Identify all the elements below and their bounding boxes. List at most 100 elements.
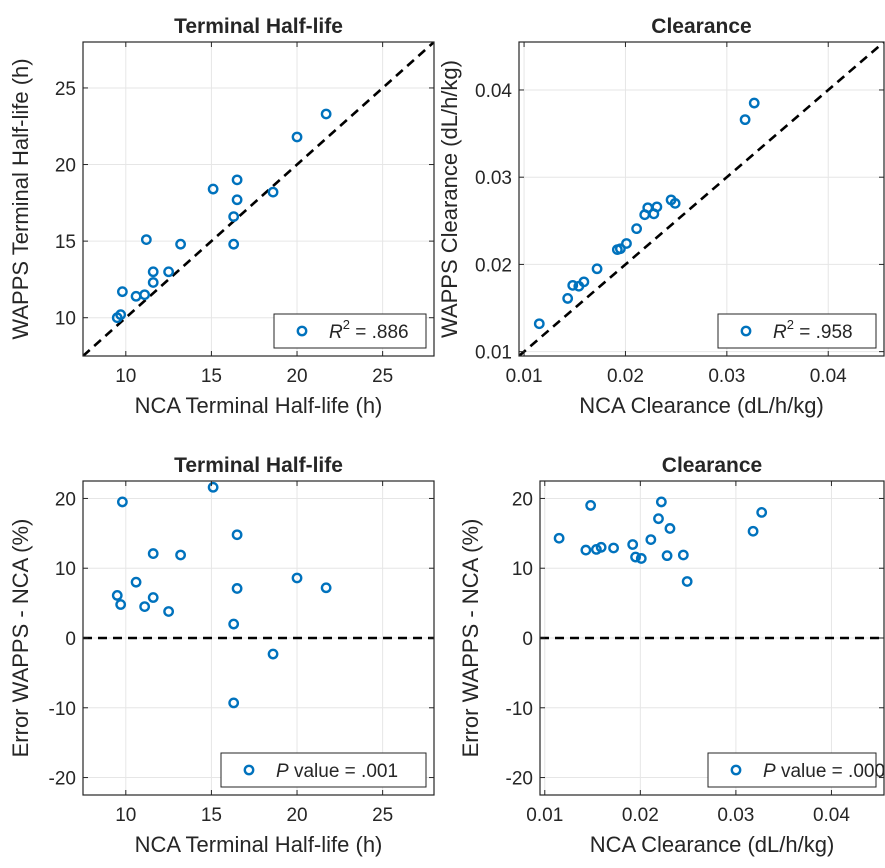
legend-marker — [296, 325, 308, 337]
data-point — [116, 286, 128, 298]
data-point — [627, 539, 639, 550]
data-point — [595, 541, 607, 553]
data-point — [147, 266, 159, 278]
y-tick-label: -10 — [506, 699, 533, 720]
data-point — [175, 549, 186, 561]
data-point — [320, 582, 332, 594]
x-axis-label: NCA Terminal Half-life (h) — [135, 393, 383, 418]
data-point — [533, 318, 545, 330]
data-point — [635, 553, 647, 564]
data-point — [562, 293, 574, 304]
y-tick-label: 20 — [55, 156, 76, 177]
x-axis-label: NCA Clearance (dL/h/kg) — [579, 393, 824, 418]
legend: P value = .001 — [220, 752, 427, 788]
data-point — [655, 496, 667, 508]
data-point — [231, 174, 243, 186]
y-tick-label: 10 — [512, 559, 533, 580]
data-point — [578, 276, 590, 288]
legend: R2 = .958 — [717, 313, 877, 349]
legend-marker — [730, 764, 742, 776]
legend-value: value = .000 — [776, 761, 885, 782]
data-point — [291, 131, 303, 143]
data-point — [748, 97, 760, 109]
legend-marker — [243, 764, 255, 776]
legend-superscript: 2 — [343, 317, 350, 332]
data-point — [140, 234, 152, 245]
y-tick-label: -20 — [49, 769, 76, 790]
legend-symbol: R — [773, 322, 787, 343]
data-point — [267, 648, 279, 660]
legend-value: = .886 — [350, 322, 409, 343]
x-tick-label: 10 — [115, 805, 136, 826]
legend-value: = .958 — [794, 322, 853, 343]
x-tick-label: 0.02 — [622, 805, 659, 826]
legend-box — [717, 313, 877, 349]
x-tick-label: 0.01 — [526, 805, 563, 826]
chart-panel-1: 10 15 20 25 10 15 20 25 Terminal Half-life NCA Te… — [8, 15, 435, 418]
chart-panel-3: 10 15 20 25 -20 -10 0 10 20 Terminal Half-life NCA… — [8, 454, 435, 857]
x-axis-label: NCA Terminal Half-life (h) — [135, 832, 383, 857]
identity-line — [519, 42, 884, 356]
y-tick-label: 25 — [55, 79, 76, 100]
axes-frame — [518, 41, 885, 357]
data-point — [207, 481, 219, 493]
data-point — [228, 238, 240, 250]
y-tick-label: -20 — [506, 769, 533, 790]
chart-panel-2: 0.01 0.02 0.03 0.04 0.01 0.02 0.03 0.04 Clearanc… — [437, 15, 885, 418]
data-point — [231, 194, 243, 206]
data-point — [681, 576, 693, 587]
legend-superscript: 2 — [787, 317, 794, 332]
data-point — [228, 211, 240, 223]
data-point — [231, 529, 243, 541]
y-axis-label: Error WAPPS - NCA (%) — [8, 519, 33, 758]
legend-text: P value = .000 — [763, 761, 885, 782]
data-point — [669, 197, 681, 209]
data-point — [147, 277, 159, 288]
data-point — [139, 289, 151, 301]
data-point — [661, 550, 673, 562]
data-point — [163, 266, 175, 278]
data-point — [630, 551, 641, 563]
x-tick-label: 25 — [372, 366, 393, 387]
legend-text: R2 = .886 — [329, 317, 409, 343]
chart-title: Terminal Half-life — [174, 15, 343, 38]
legend-box — [220, 752, 427, 788]
y-tick-label: 0.01 — [475, 343, 512, 364]
data-point — [653, 513, 664, 525]
data-point — [228, 697, 240, 709]
y-tick-label: 10 — [55, 309, 76, 330]
data-point — [115, 599, 127, 610]
legend: P value = .000 — [707, 752, 885, 788]
y-tick-label: 0.02 — [475, 255, 512, 276]
data-point — [147, 548, 159, 559]
x-tick-label: 20 — [286, 366, 307, 387]
legend-box — [273, 313, 427, 349]
y-tick-label: 20 — [55, 489, 76, 510]
y-tick-label: 0 — [65, 629, 76, 650]
y-tick-label: 0.04 — [475, 81, 512, 102]
data-point — [747, 525, 759, 537]
y-tick-label: 15 — [55, 232, 76, 253]
data-point — [585, 500, 597, 511]
data-point — [267, 186, 279, 198]
x-tick-label: 0.04 — [813, 805, 850, 826]
data-point — [756, 507, 768, 518]
data-point — [139, 601, 151, 612]
data-point — [591, 263, 603, 275]
axes-frame — [82, 41, 435, 357]
y-tick-label: -10 — [49, 699, 76, 720]
x-tick-label: 0.03 — [708, 366, 745, 387]
data-point — [231, 583, 243, 594]
x-tick-label: 0.04 — [810, 366, 847, 387]
data-point — [580, 544, 592, 556]
data-point — [631, 223, 643, 235]
identity-line — [83, 42, 434, 356]
data-point — [645, 534, 657, 546]
legend-marker — [740, 325, 752, 337]
x-tick-label: 0.02 — [607, 366, 644, 387]
legend-text: P value = .001 — [276, 761, 398, 782]
legend-box — [707, 752, 877, 788]
data-point — [664, 523, 676, 534]
data-point — [228, 618, 240, 630]
